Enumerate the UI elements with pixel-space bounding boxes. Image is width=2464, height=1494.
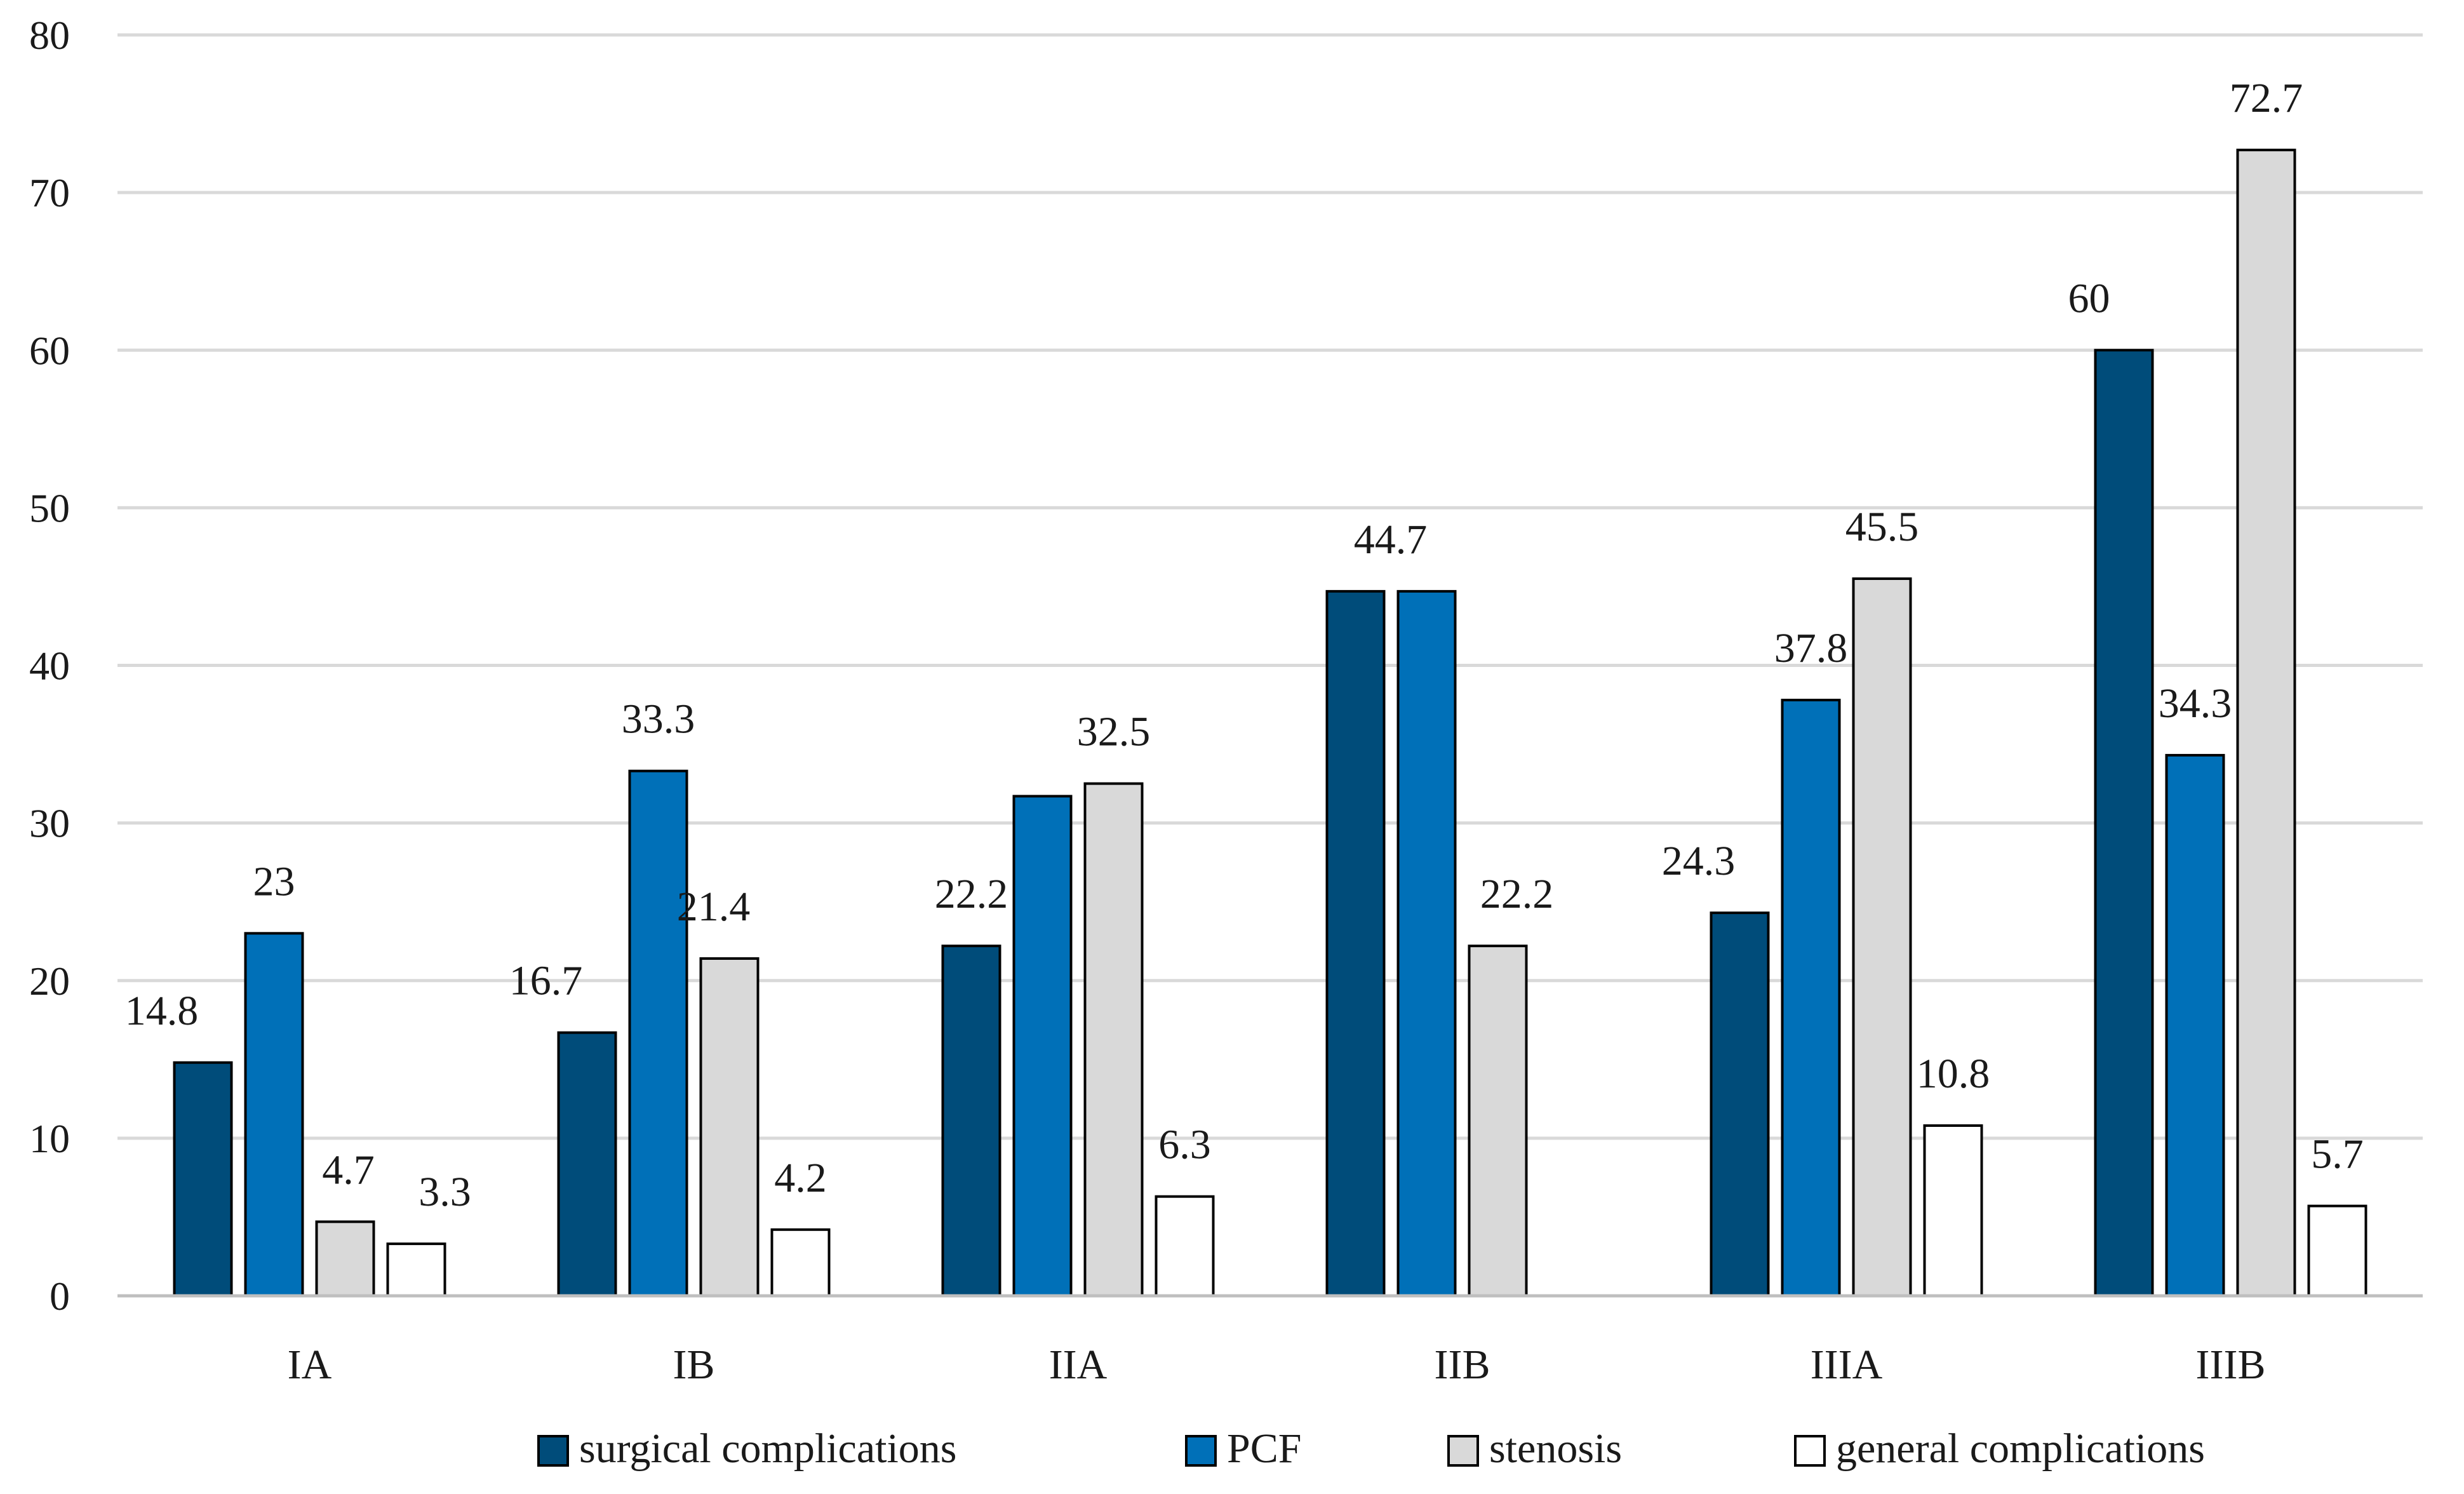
y-tick-label-50: 50 — [29, 485, 70, 530]
bar-IA-PCF — [244, 932, 304, 1297]
bar-IIIA-surgical-complications — [1710, 912, 1770, 1297]
data-label-IIB-stenosis: 22.2 — [1480, 871, 1554, 917]
data-label-IB-stenosis: 21.4 — [677, 884, 751, 930]
bar-IB-surgical-complications — [557, 1031, 617, 1297]
data-label-IA-general-complications: 3.3 — [418, 1169, 471, 1215]
data-label-IA-stenosis: 4.7 — [322, 1147, 375, 1193]
data-label-IB-PCF: 33.3 — [622, 696, 695, 743]
data-label-IIIB-PCF: 34.3 — [2159, 680, 2232, 727]
bars — [173, 149, 2367, 1298]
data-label-IIA-general-complications: 6.3 — [1158, 1122, 1211, 1168]
y-tick-label-80: 80 — [29, 13, 70, 58]
bar-IIIB-general-complications — [2307, 1204, 2367, 1297]
bar-IIIB-surgical-complications — [2094, 349, 2154, 1297]
data-label-IIA-stenosis: 32.5 — [1077, 709, 1151, 755]
bar-IIB-stenosis — [1468, 945, 1528, 1297]
legend-label-stenosis: stenosis — [1489, 1425, 1622, 1472]
bar-IA-general-complications — [386, 1242, 446, 1298]
legend-swatch-general-complications — [1794, 1435, 1826, 1467]
legend-label-general-complications: general complications — [1836, 1425, 2205, 1472]
bar-IIIB-PCF — [2165, 753, 2225, 1297]
bar-IIA-PCF — [1012, 795, 1073, 1297]
x-tick-label-IIB: IIB — [1435, 1342, 1490, 1388]
data-label-IIIA-stenosis: 45.5 — [1845, 504, 1919, 550]
legend: surgical complications PCF stenosis general… — [537, 1425, 2205, 1472]
y-tick-label-70: 70 — [29, 170, 70, 215]
data-label-IIIB-stenosis: 72.7 — [2230, 75, 2303, 121]
bar-IIB-PCF — [1396, 589, 1457, 1297]
legend-swatch-surgical-complications — [537, 1435, 569, 1467]
bar-IIB-surgical-complications — [1325, 589, 1386, 1297]
y-tick-label-20: 20 — [29, 959, 70, 1004]
x-tick-label-IIIB: IIIB — [2196, 1342, 2266, 1388]
data-label-IB-surgical-complications: 16.7 — [509, 958, 583, 1004]
data-labels: 14.8 23 4.7 3.3 16.7 33.3 21.4 4.2 22.2 32.5 6.3 44… — [125, 75, 2364, 1215]
y-tick-label-30: 30 — [29, 801, 70, 846]
bar-IIIA-general-complications — [1923, 1124, 1983, 1298]
y-tick-label-10: 10 — [29, 1116, 70, 1161]
data-label-IA-surgical-complications: 14.8 — [125, 988, 199, 1034]
x-axis-categories: IA IB IIA IIB IIIA IIIB — [288, 1342, 2266, 1388]
x-tick-label-IIIA: IIIA — [1811, 1342, 1883, 1388]
bar-IB-stenosis — [699, 957, 760, 1297]
data-label-IIIA-PCF: 37.8 — [1774, 625, 1848, 671]
y-tick-label-40: 40 — [29, 643, 70, 689]
data-label-IIIA-general-complications: 10.8 — [1917, 1051, 1990, 1097]
legend-swatch-stenosis — [1447, 1435, 1479, 1467]
data-label-IIIB-general-complications: 5.7 — [2311, 1131, 2364, 1178]
bar-IA-stenosis — [315, 1220, 375, 1297]
gridlines — [117, 33, 2423, 1140]
y-tick-label-0: 0 — [50, 1274, 70, 1319]
legend-label-PCF: PCF — [1227, 1425, 1301, 1472]
bar-IIIA-stenosis — [1852, 577, 1912, 1297]
data-label-IIA-surgical-complications: 22.2 — [935, 871, 1008, 917]
data-label-IA-PCF: 23 — [253, 858, 295, 905]
x-tick-label-IB: IB — [673, 1342, 715, 1388]
x-tick-label-IA: IA — [288, 1342, 332, 1388]
bar-IB-PCF — [628, 769, 688, 1297]
data-label-IB-general-complications: 4.2 — [774, 1155, 827, 1201]
legend-swatch-PCF — [1185, 1435, 1217, 1467]
bar-IA-surgical-complications — [173, 1061, 233, 1298]
data-label-IIB-surgical-complications: 44.7 — [1354, 516, 1428, 563]
data-label-IIIA-surgical-complications: 24.3 — [1662, 838, 1736, 884]
y-axis-ticks: 0 10 20 30 40 50 60 70 80 — [29, 13, 70, 1319]
x-tick-label-IIA: IIA — [1049, 1342, 1108, 1388]
bar-IIIA-PCF — [1781, 699, 1841, 1297]
bar-IIA-stenosis — [1083, 782, 1144, 1297]
bar-IIA-surgical-complications — [941, 945, 1001, 1297]
y-tick-label-60: 60 — [29, 328, 70, 373]
bar-IIA-general-complications — [1155, 1195, 1215, 1298]
bar-IB-general-complications — [770, 1228, 831, 1297]
bar-IIIB-stenosis — [2236, 149, 2296, 1298]
legend-label-surgical-complications: surgical complications — [579, 1425, 956, 1472]
data-label-IIIB-surgical-complications: 60 — [2068, 275, 2110, 321]
